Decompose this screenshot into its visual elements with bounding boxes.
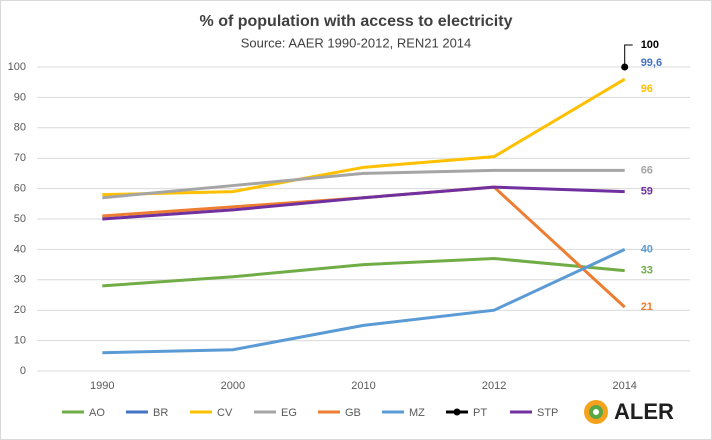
- y-tick-label: 70: [14, 152, 26, 164]
- y-tick-label: 90: [14, 91, 26, 103]
- series-line: [102, 185, 625, 221]
- data-label: 40: [641, 243, 653, 255]
- y-tick-label: 40: [14, 243, 26, 255]
- data-label: 59: [641, 186, 653, 198]
- legend-label: EG: [281, 407, 297, 419]
- logo-icon: [593, 409, 599, 415]
- data-label: 96: [641, 83, 653, 95]
- y-tick-label: 0: [20, 365, 26, 377]
- x-tick-label: 2000: [221, 380, 245, 392]
- y-tick-label: 60: [14, 183, 26, 195]
- x-tick-label: 2010: [351, 380, 375, 392]
- series-line: [102, 248, 626, 355]
- legend-label: BR: [153, 407, 168, 419]
- legend-marker: [453, 408, 461, 416]
- legend-label: GB: [345, 407, 361, 419]
- data-label: 100: [641, 39, 659, 51]
- legend-label: AO: [89, 407, 105, 419]
- data-label: 66: [641, 164, 653, 176]
- legend-label: STP: [537, 407, 558, 419]
- y-tick-label: 100: [8, 61, 26, 73]
- series-line: [102, 77, 626, 197]
- chart-subtitle: Source: AAER 1990-2012, REN21 2014: [241, 35, 472, 50]
- logo: ALER: [584, 399, 674, 424]
- y-tick-label: 50: [14, 213, 26, 225]
- x-tick-label: 2014: [612, 380, 636, 392]
- legend-label: MZ: [409, 407, 425, 419]
- legend-label: CV: [217, 407, 233, 419]
- leader-line: [624, 44, 633, 67]
- x-tick-label: 1990: [90, 380, 114, 392]
- series-line: [102, 168, 625, 200]
- y-tick-label: 80: [14, 122, 26, 134]
- y-tick-label: 10: [14, 335, 26, 347]
- legend-label: PT: [473, 407, 487, 419]
- logo-text: ALER: [614, 399, 674, 424]
- y-tick-label: 30: [14, 274, 26, 286]
- data-label: 21: [641, 301, 653, 313]
- chart-title: % of population with access to electrici…: [200, 13, 513, 30]
- data-label: 33: [641, 265, 653, 277]
- series-line: [102, 257, 625, 288]
- data-label: 99,6: [641, 57, 662, 69]
- y-tick-label: 20: [14, 304, 26, 316]
- x-tick-label: 2012: [482, 380, 506, 392]
